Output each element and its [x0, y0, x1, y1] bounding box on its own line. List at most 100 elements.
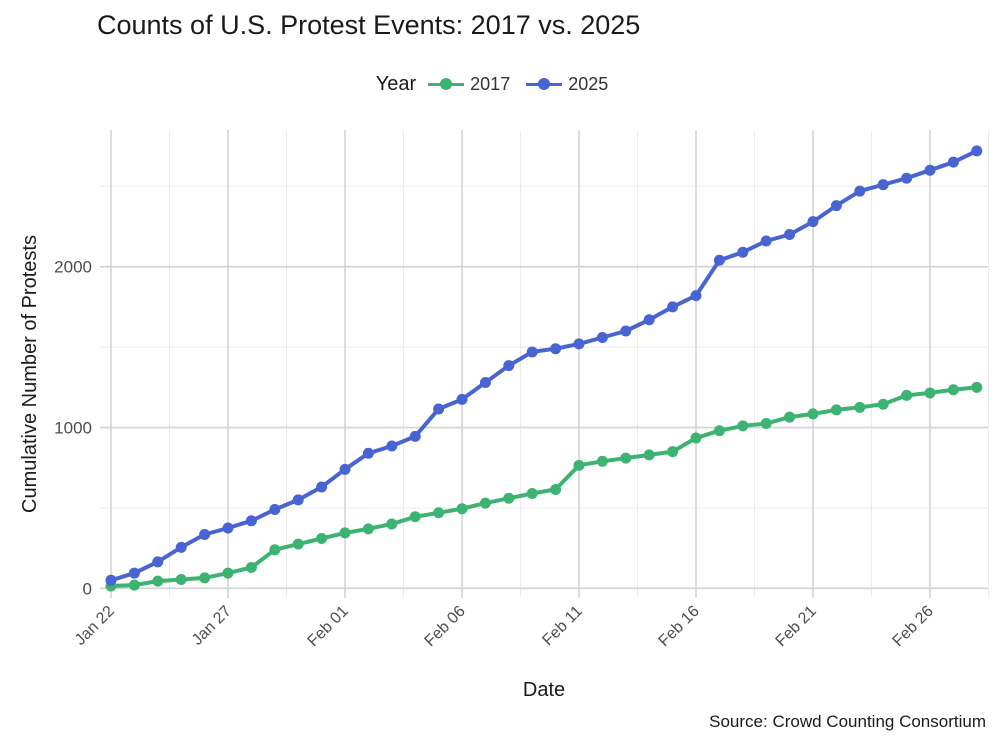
data-point-2017 — [830, 404, 842, 416]
data-point-2017 — [854, 401, 866, 413]
data-point-2017 — [222, 567, 234, 579]
data-point-2025 — [409, 430, 421, 442]
source-note: Source: Crowd Counting Consortium — [709, 712, 986, 731]
series-line-2017 — [110, 385, 978, 588]
data-point-2025 — [526, 346, 538, 358]
data-point-2017 — [550, 483, 562, 495]
data-point-2017 — [526, 487, 538, 499]
legend-label-2025: 2025 — [568, 73, 609, 94]
legend-item-2025: 2025 — [526, 74, 608, 95]
data-point-2017 — [620, 452, 632, 464]
data-point-2017 — [479, 497, 491, 509]
data-point-2017 — [456, 503, 468, 515]
data-point-2017 — [128, 579, 140, 591]
x-tick-label: Feb 21 — [773, 603, 820, 650]
data-point-2025 — [433, 403, 445, 415]
x-axis-label: Date — [523, 679, 565, 701]
data-point-2025 — [784, 229, 796, 241]
series-line-2025 — [110, 149, 978, 583]
y-tick-label: 1000 — [54, 419, 92, 438]
data-point-2017 — [152, 575, 164, 587]
data-point-2025 — [175, 541, 187, 553]
data-point-2017 — [807, 408, 819, 420]
data-point-2025 — [386, 440, 398, 452]
x-tick-label: Feb 16 — [656, 603, 703, 650]
data-point-2017 — [737, 420, 749, 432]
data-point-2017 — [386, 518, 398, 530]
legend-label-2017: 2017 — [470, 73, 511, 94]
data-point-2025 — [643, 314, 655, 326]
legend-title: Year — [375, 72, 417, 95]
data-point-2017 — [433, 507, 445, 519]
data-point-2025 — [503, 360, 515, 372]
data-point-2017 — [713, 425, 725, 437]
data-point-2025 — [316, 481, 328, 493]
data-point-2017 — [199, 572, 211, 584]
data-point-2025 — [550, 343, 562, 355]
data-point-2017 — [175, 574, 187, 586]
data-point-2017 — [503, 492, 515, 504]
data-point-2025 — [760, 235, 772, 247]
data-point-2025 — [339, 463, 351, 475]
data-point-2017 — [573, 459, 585, 471]
legend: Year 2017 2025 — [0, 70, 1000, 98]
data-point-2025 — [854, 185, 866, 197]
data-point-2017 — [596, 455, 608, 467]
data-point-2025 — [479, 376, 491, 388]
data-point-2017 — [877, 398, 889, 410]
x-tick-label: Feb 11 — [539, 603, 585, 649]
legend-key-2017 — [428, 76, 465, 92]
data-point-2025 — [830, 200, 842, 212]
data-point-2025 — [362, 447, 374, 459]
data-point-2017 — [924, 387, 936, 399]
data-point-2017 — [409, 511, 421, 523]
data-point-2017 — [292, 538, 304, 550]
data-point-2025 — [269, 504, 281, 516]
data-point-2017 — [667, 446, 679, 458]
data-point-2025 — [901, 172, 913, 184]
data-point-2025 — [947, 156, 959, 168]
data-point-2017 — [971, 381, 983, 393]
data-point-2025 — [737, 246, 749, 258]
data-point-2017 — [643, 449, 655, 461]
data-point-2025 — [292, 494, 304, 506]
x-tick-label: Jan 22 — [72, 603, 118, 649]
x-tick-label: Feb 06 — [422, 603, 469, 650]
data-point-2017 — [316, 532, 328, 544]
data-point-2025 — [152, 556, 164, 568]
data-point-2017 — [269, 544, 281, 556]
data-point-2025 — [596, 331, 608, 343]
data-point-2017 — [947, 384, 959, 396]
chart-title: Counts of U.S. Protest Events: 2017 vs. … — [97, 10, 641, 40]
data-point-2017 — [901, 389, 913, 401]
data-point-2025 — [877, 179, 889, 191]
data-point-2017 — [690, 432, 702, 444]
data-point-2025 — [573, 338, 585, 350]
data-point-2025 — [128, 567, 140, 579]
data-point-2025 — [245, 515, 257, 527]
data-point-2017 — [362, 523, 374, 535]
data-point-2025 — [971, 145, 983, 157]
x-tick-label: Feb 01 — [305, 603, 352, 650]
x-tick-label: Feb 26 — [890, 603, 937, 650]
data-point-2025 — [199, 528, 211, 540]
data-point-2017 — [245, 561, 257, 573]
data-point-2025 — [620, 325, 632, 337]
data-point-2025 — [222, 522, 234, 534]
data-point-2025 — [105, 574, 117, 586]
data-point-2025 — [690, 290, 702, 302]
y-tick-label: 0 — [83, 579, 92, 598]
data-point-2017 — [784, 411, 796, 423]
legend-item-2017: 2017 — [428, 74, 510, 95]
legend-key-2025 — [526, 76, 563, 92]
y-tick-label: 2000 — [54, 258, 92, 277]
data-point-2025 — [713, 254, 725, 266]
data-point-2025 — [924, 164, 936, 176]
data-point-2025 — [667, 301, 679, 313]
y-axis-label: Cumulative Number of Protests — [19, 235, 41, 513]
data-point-2017 — [760, 418, 772, 430]
x-tick-label: Jan 27 — [189, 603, 235, 649]
data-point-2025 — [456, 393, 468, 405]
data-point-2017 — [339, 527, 351, 539]
